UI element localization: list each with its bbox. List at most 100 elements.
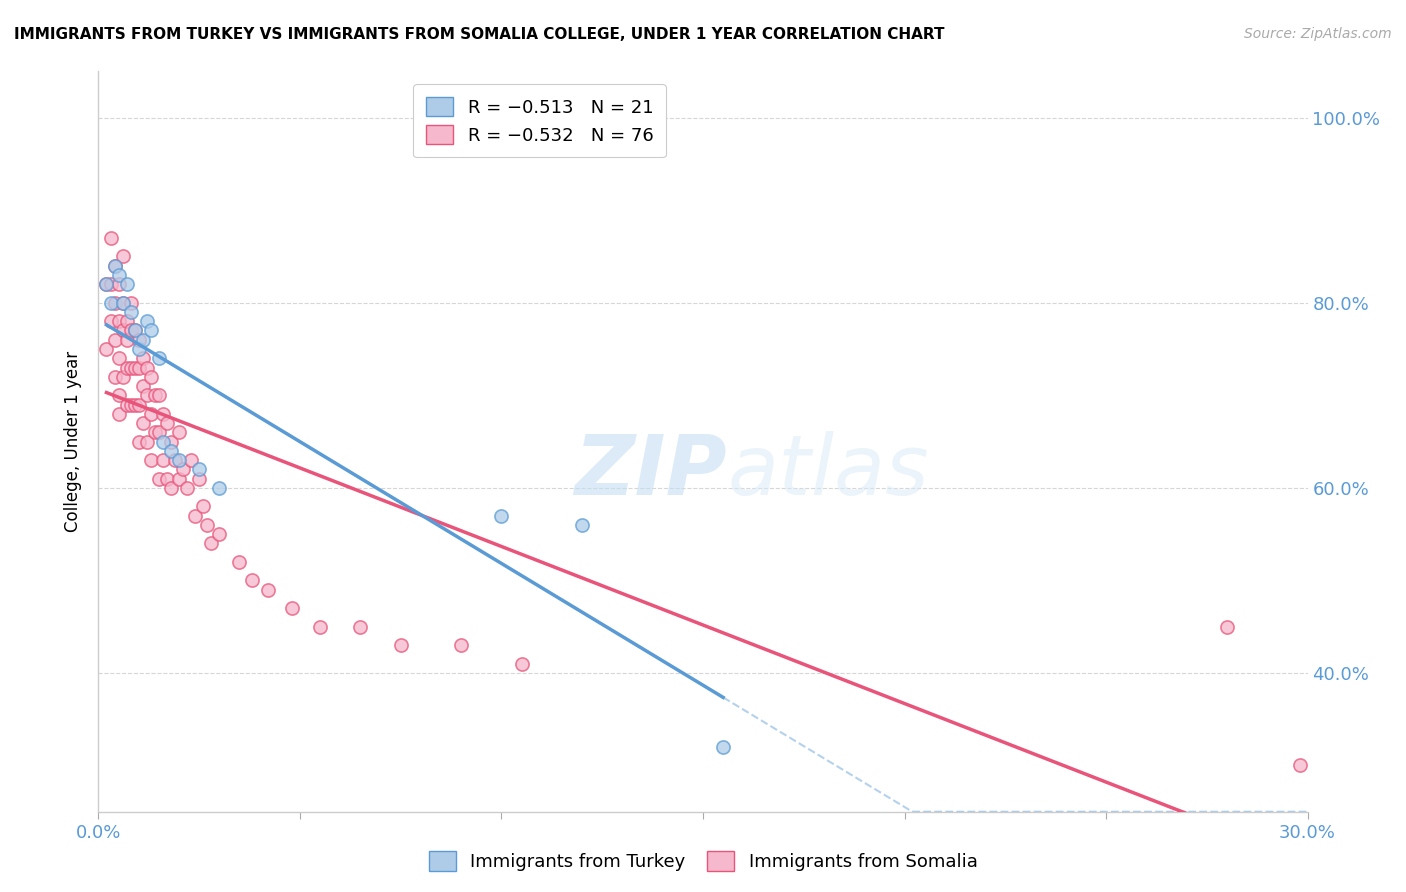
Point bbox=[135, 314, 157, 328]
Point bbox=[115, 398, 138, 412]
Point bbox=[107, 388, 129, 402]
Point bbox=[184, 508, 207, 523]
Point bbox=[172, 462, 194, 476]
Point bbox=[135, 434, 157, 449]
Point bbox=[111, 295, 134, 310]
Point bbox=[167, 425, 190, 440]
Point bbox=[111, 250, 134, 264]
Point bbox=[107, 268, 129, 282]
Point bbox=[180, 453, 202, 467]
Point bbox=[100, 231, 122, 245]
Point bbox=[115, 277, 138, 292]
Point bbox=[200, 536, 222, 550]
Point bbox=[167, 453, 190, 467]
Point bbox=[228, 555, 250, 569]
Point bbox=[450, 638, 472, 652]
Point bbox=[510, 657, 533, 671]
Point bbox=[111, 295, 134, 310]
Point bbox=[124, 323, 146, 337]
Point bbox=[389, 638, 412, 652]
Point bbox=[107, 277, 129, 292]
Point bbox=[152, 434, 174, 449]
Point bbox=[160, 481, 183, 495]
Point bbox=[128, 342, 150, 356]
Point bbox=[143, 388, 166, 402]
Point bbox=[571, 517, 593, 532]
Point bbox=[135, 388, 157, 402]
Legend: Immigrants from Turkey, Immigrants from Somalia: Immigrants from Turkey, Immigrants from … bbox=[422, 844, 984, 879]
Point bbox=[711, 739, 734, 754]
Y-axis label: College, Under 1 year: College, Under 1 year bbox=[65, 351, 83, 533]
Point bbox=[193, 500, 215, 514]
Point bbox=[100, 295, 122, 310]
Point bbox=[103, 295, 125, 310]
Point bbox=[103, 369, 125, 384]
Text: IMMIGRANTS FROM TURKEY VS IMMIGRANTS FROM SOMALIA COLLEGE, UNDER 1 YEAR CORRELAT: IMMIGRANTS FROM TURKEY VS IMMIGRANTS FRO… bbox=[14, 27, 945, 42]
Point bbox=[111, 369, 134, 384]
Point bbox=[124, 323, 146, 337]
Text: Source: ZipAtlas.com: Source: ZipAtlas.com bbox=[1244, 27, 1392, 41]
Point bbox=[176, 481, 198, 495]
Point bbox=[96, 277, 118, 292]
Point bbox=[152, 407, 174, 421]
Point bbox=[1288, 758, 1310, 772]
Point bbox=[124, 360, 146, 375]
Point bbox=[156, 416, 179, 430]
Point bbox=[160, 434, 183, 449]
Point bbox=[132, 416, 155, 430]
Point bbox=[103, 259, 125, 273]
Point bbox=[115, 360, 138, 375]
Point bbox=[143, 425, 166, 440]
Point bbox=[128, 360, 150, 375]
Point bbox=[115, 333, 138, 347]
Point bbox=[148, 425, 170, 440]
Point bbox=[148, 388, 170, 402]
Point bbox=[163, 453, 186, 467]
Point bbox=[120, 305, 142, 319]
Point bbox=[167, 472, 190, 486]
Point bbox=[156, 472, 179, 486]
Point bbox=[309, 619, 332, 633]
Point bbox=[128, 398, 150, 412]
Point bbox=[132, 379, 155, 393]
Point bbox=[208, 481, 231, 495]
Text: ZIP: ZIP bbox=[575, 431, 727, 512]
Point bbox=[120, 323, 142, 337]
Point bbox=[208, 527, 231, 541]
Point bbox=[148, 472, 170, 486]
Point bbox=[139, 323, 162, 337]
Point bbox=[103, 259, 125, 273]
Point bbox=[139, 407, 162, 421]
Point bbox=[115, 314, 138, 328]
Point bbox=[188, 472, 211, 486]
Point bbox=[107, 407, 129, 421]
Point bbox=[188, 462, 211, 476]
Point bbox=[128, 434, 150, 449]
Point bbox=[160, 443, 183, 458]
Point bbox=[107, 314, 129, 328]
Text: atlas: atlas bbox=[727, 431, 929, 512]
Point bbox=[132, 351, 155, 366]
Point bbox=[120, 295, 142, 310]
Legend: R = −0.513   N = 21, R = −0.532   N = 76: R = −0.513 N = 21, R = −0.532 N = 76 bbox=[413, 84, 666, 157]
Point bbox=[152, 453, 174, 467]
Point bbox=[100, 277, 122, 292]
Point bbox=[491, 508, 513, 523]
Point bbox=[132, 333, 155, 347]
Point bbox=[111, 323, 134, 337]
Point bbox=[107, 351, 129, 366]
Point bbox=[240, 574, 263, 588]
Point bbox=[349, 619, 371, 633]
Point bbox=[135, 360, 157, 375]
Point bbox=[281, 601, 304, 615]
Point bbox=[100, 314, 122, 328]
Point bbox=[195, 517, 218, 532]
Point bbox=[96, 342, 118, 356]
Point bbox=[103, 333, 125, 347]
Point bbox=[1216, 619, 1239, 633]
Point bbox=[139, 453, 162, 467]
Point bbox=[124, 398, 146, 412]
Point bbox=[96, 277, 118, 292]
Point bbox=[148, 351, 170, 366]
Point bbox=[256, 582, 278, 597]
